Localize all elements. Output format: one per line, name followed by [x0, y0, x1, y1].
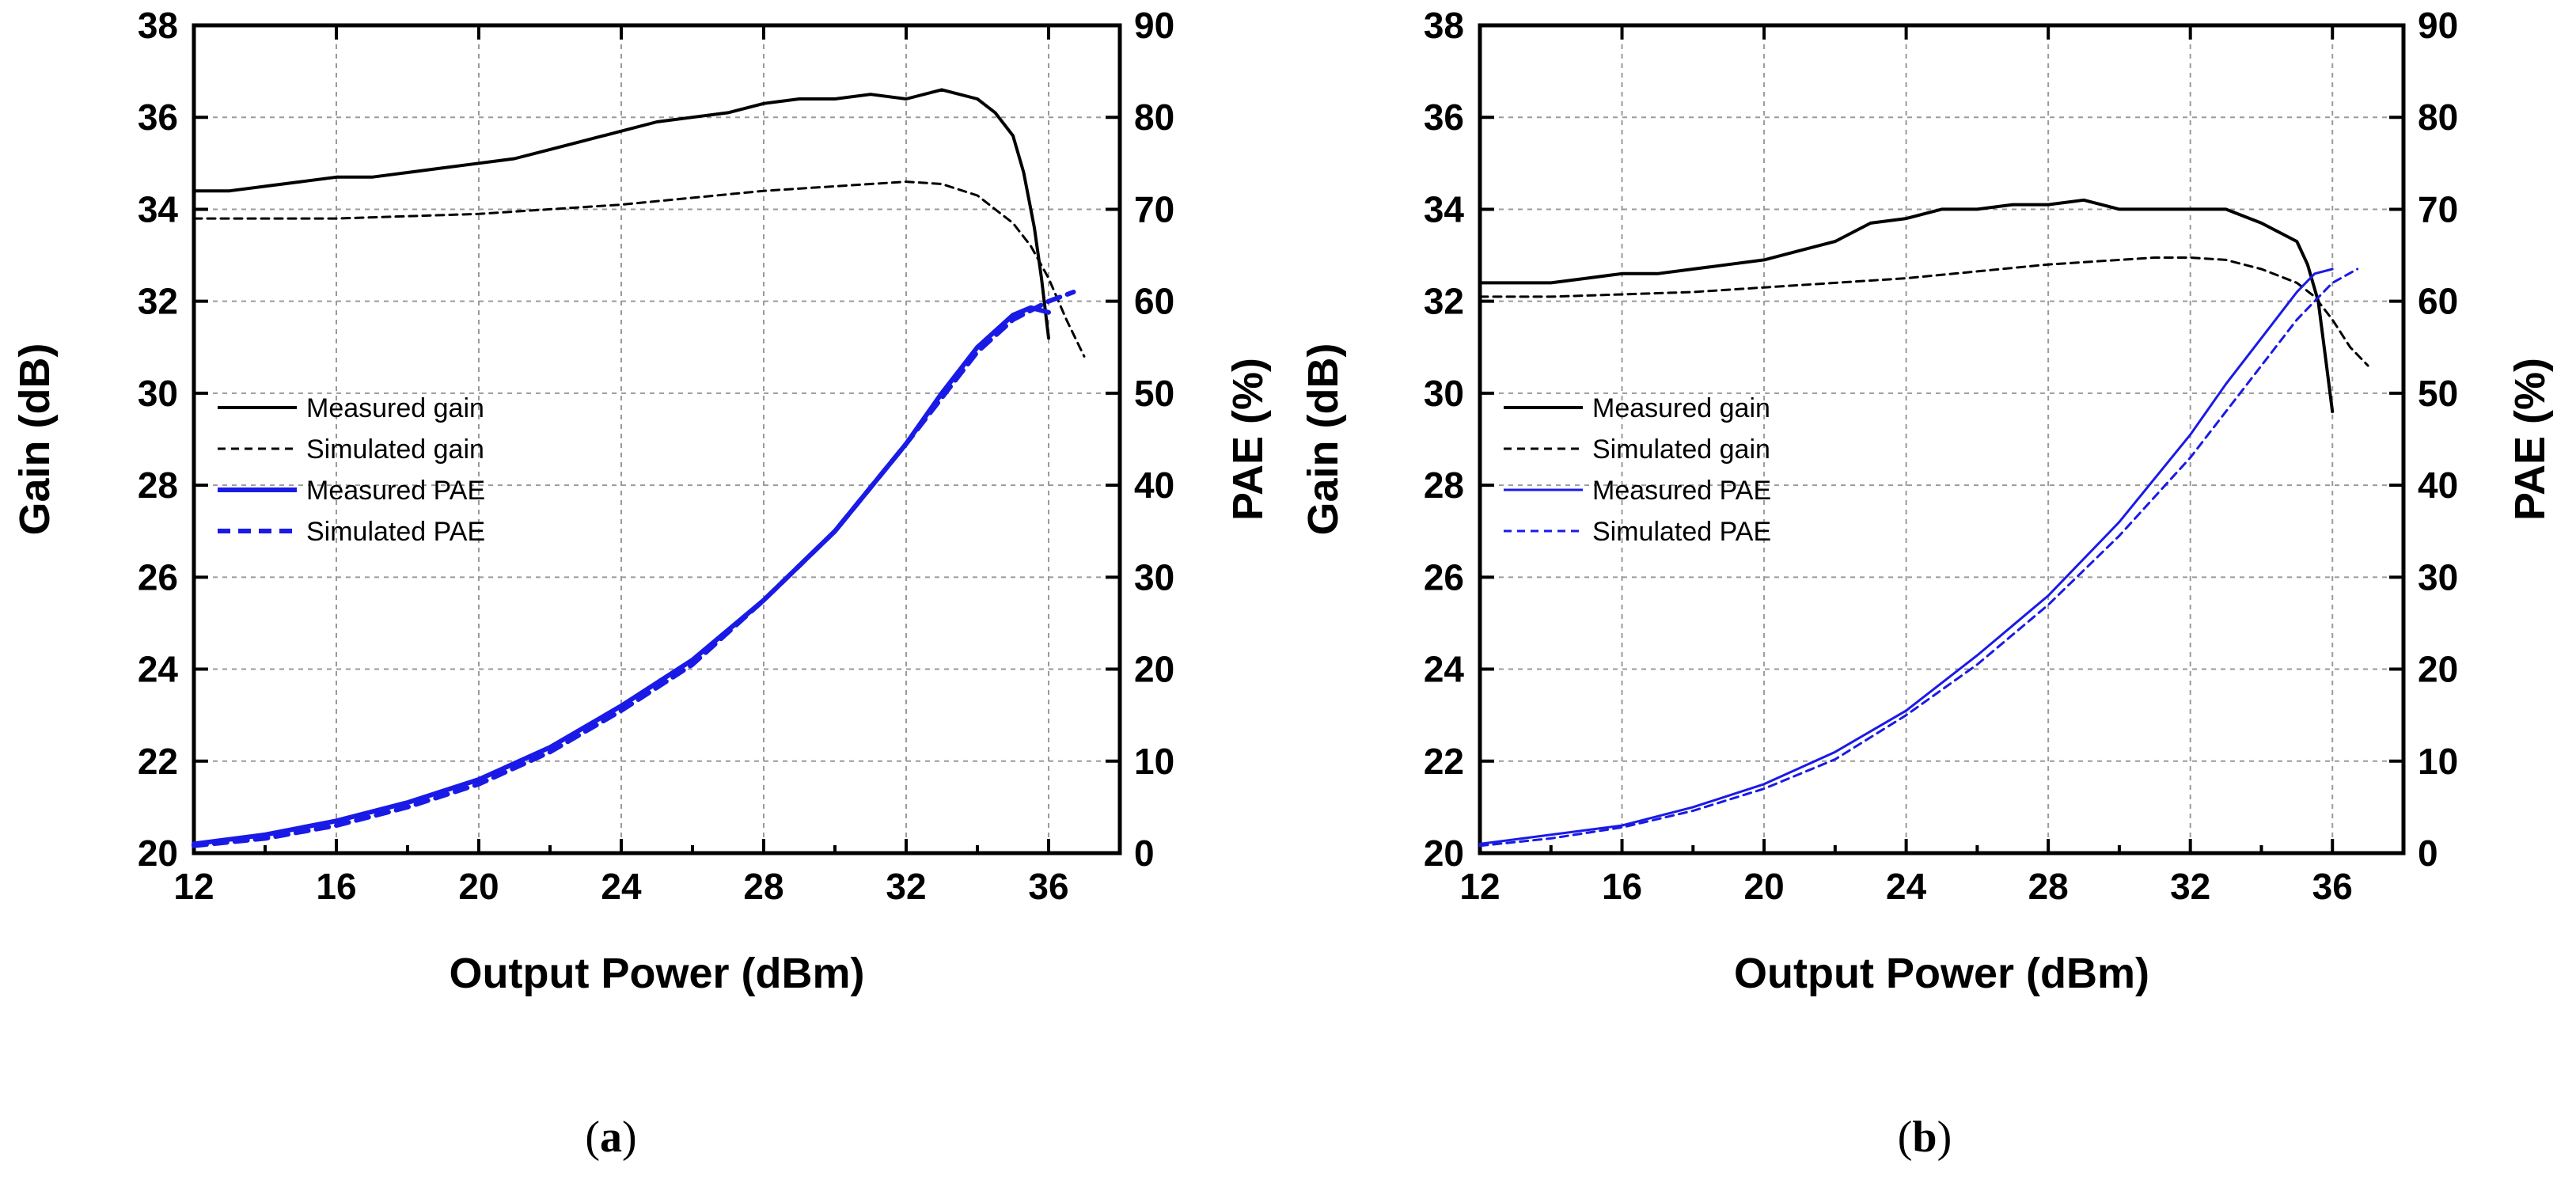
y-tick-label: 36	[138, 97, 178, 138]
y2-tick-label: 60	[1134, 281, 1174, 322]
y-tick-label: 26	[138, 556, 178, 598]
y2-tick-label: 60	[2418, 281, 2458, 322]
caption-letter: b	[1912, 1113, 1937, 1162]
y2-tick-label: 80	[1134, 97, 1174, 138]
x-tick-label: 24	[601, 866, 642, 907]
y-tick-label: 34	[1424, 188, 1465, 230]
x-tick-label: 28	[2028, 866, 2069, 907]
legend-label-measured-gain: Measured gain	[306, 393, 484, 423]
y2-tick-label: 10	[1134, 741, 1174, 782]
x-tick-label: 24	[1886, 866, 1927, 907]
chart-panel-a: 12 16 20 24 28 32 36 20 22 24 26 28 30 32 34 36 38 0 10 20 3…	[11, 5, 1272, 1162]
legend-label-simulated-gain: Simulated gain	[306, 434, 484, 465]
legend-label-measured-gain: Measured gain	[1592, 393, 1770, 423]
y2-tick-label: 30	[2418, 556, 2458, 598]
x-tick-label: 16	[1602, 866, 1642, 907]
caption-open-paren: (	[1898, 1113, 1913, 1162]
y2-tick-label: 80	[2418, 97, 2458, 138]
legend: Measured gain Simulated gain Measured PAE S…	[218, 393, 485, 547]
legend-label-measured-pae: Measured PAE	[306, 476, 485, 506]
y2-tick-label: 0	[2418, 833, 2438, 874]
x-axis-label: Output Power (dBm)	[1734, 950, 2149, 997]
x-tick-label: 12	[1459, 866, 1500, 907]
y2-tick-label: 0	[1134, 833, 1155, 874]
series-line-measured-pae	[1478, 267, 2334, 845]
x-axis-label: Output Power (dBm)	[450, 950, 865, 997]
legend-label-measured-pae: Measured PAE	[1592, 476, 1771, 506]
series-line-measured-gain	[192, 88, 1050, 340]
series-line-simulated-gain	[1478, 256, 2369, 367]
plot-frame	[192, 23, 1122, 855]
y-axis-label: Gain (dB)	[11, 343, 59, 536]
y-tick-label: 24	[138, 649, 179, 690]
chart-panel-b: 12 16 20 24 28 32 36 20 22 24 26 28 30 32 34 36 38 0 10 20 3…	[1299, 5, 2554, 1162]
y2-tick-label: 50	[2418, 373, 2458, 414]
y-tick-label: 24	[1424, 649, 1465, 690]
series-line-measured-gain	[1478, 198, 2335, 414]
y-tick-label: 28	[1424, 465, 1464, 506]
y-tick-label: 30	[1424, 373, 1464, 414]
caption-close-paren: )	[1937, 1113, 1952, 1162]
y2-tick-label: 20	[1134, 649, 1174, 690]
legend-label-simulated-pae: Simulated PAE	[306, 517, 485, 547]
x-tick-label: 36	[1028, 866, 1068, 907]
series-line-simulated-gain	[192, 180, 1086, 358]
caption-close-paren: )	[622, 1113, 637, 1162]
legend-label-simulated-gain: Simulated gain	[1592, 434, 1770, 465]
x-tick-label: 32	[886, 866, 926, 907]
y-tick-label: 32	[1424, 281, 1464, 322]
y2-axis-label: PAE (%)	[1224, 358, 1272, 521]
x-tick-label: 16	[316, 866, 356, 907]
x-tick-label: 28	[743, 866, 783, 907]
y-tick-label: 36	[1424, 97, 1464, 138]
y2-tick-label: 90	[2418, 5, 2458, 46]
y2-tick-label: 90	[1134, 5, 1174, 46]
y2-tick-label: 40	[2418, 465, 2458, 506]
y-tick-label: 20	[138, 833, 178, 874]
x-tick-label: 20	[458, 866, 499, 907]
x-tick-label: 12	[173, 866, 214, 907]
y2-tick-label: 70	[1134, 188, 1174, 230]
y2-tick-label: 30	[1134, 556, 1174, 598]
y2-axis-label: PAE (%)	[2506, 358, 2554, 521]
y-tick-label: 38	[1424, 5, 1464, 46]
panel-caption: (b)	[1898, 1113, 1952, 1162]
series-line-simulated-pae	[1478, 267, 2359, 848]
y-tick-label: 30	[138, 373, 178, 414]
panel-caption: (a)	[585, 1113, 636, 1162]
x-tick-label: 36	[2312, 866, 2353, 907]
y-axis-label: Gain (dB)	[1299, 343, 1347, 536]
y-tick-label: 38	[138, 5, 178, 46]
x-tick-label: 32	[2170, 866, 2210, 907]
y2-tick-label: 20	[2418, 649, 2458, 690]
y2-tick-label: 40	[1134, 465, 1174, 506]
y-tick-label: 26	[1424, 556, 1464, 598]
y-tick-label: 32	[138, 281, 178, 322]
legend: Measured gain Simulated gain Measured PAE S…	[1504, 393, 1771, 547]
x-tick-label: 20	[1743, 866, 1784, 907]
caption-letter: a	[600, 1113, 622, 1162]
y2-tick-label: 10	[2418, 741, 2458, 782]
y-tick-label: 22	[1424, 741, 1464, 782]
y2-tick-label: 50	[1134, 373, 1174, 414]
y2-tick-label: 70	[2418, 188, 2458, 230]
y-tick-label: 34	[138, 188, 179, 230]
legend-label-simulated-pae: Simulated PAE	[1592, 517, 1771, 547]
caption-open-paren: (	[585, 1113, 600, 1162]
y-tick-label: 28	[138, 465, 178, 506]
plot-frame	[1478, 23, 2406, 855]
y-tick-label: 22	[138, 741, 178, 782]
y-tick-label: 20	[1424, 833, 1464, 874]
series-line-simulated-pae	[192, 290, 1076, 848]
